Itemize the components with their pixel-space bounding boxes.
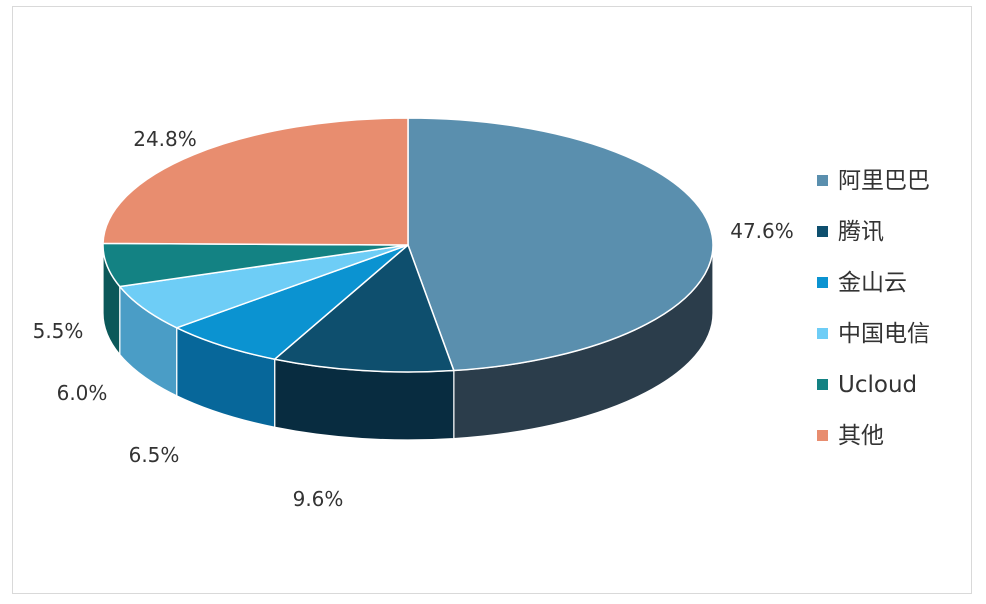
legend-swatch-2 bbox=[817, 277, 828, 288]
pie-slice-1 bbox=[273, 244, 455, 373]
legend-label-5: 其他 bbox=[838, 423, 884, 449]
legend-label-2: 金山云 bbox=[838, 270, 907, 296]
legend-item-5: 其他 bbox=[817, 423, 884, 449]
pie-slice-0 bbox=[407, 117, 714, 372]
legend-swatch-5 bbox=[817, 430, 828, 441]
pie-slice-5 bbox=[102, 117, 409, 246]
slice-label-3: 6.0% bbox=[57, 381, 108, 405]
legend-swatch-3 bbox=[817, 328, 828, 339]
legend-swatch-4 bbox=[817, 379, 828, 390]
legend-item-4: Ucloud bbox=[817, 372, 917, 398]
legend-swatch-0 bbox=[817, 175, 828, 186]
legend-label-3: 中国电信 bbox=[838, 321, 930, 347]
legend-item-3: 中国电信 bbox=[817, 321, 930, 347]
pie-slice-2 bbox=[175, 244, 409, 360]
pie-labels: 47.6% 9.6% 6.5% 6.0% 5.5% 24.8% bbox=[33, 127, 794, 511]
pie-tops bbox=[102, 117, 714, 373]
legend-label-4: Ucloud bbox=[838, 372, 917, 398]
legend-label-1: 腾讯 bbox=[838, 219, 884, 245]
slice-label-0: 47.6% bbox=[730, 219, 794, 243]
slice-label-2: 6.5% bbox=[129, 443, 180, 467]
legend-swatch-1 bbox=[817, 226, 828, 237]
slice-label-4: 5.5% bbox=[33, 319, 84, 343]
slice-label-5: 24.8% bbox=[133, 127, 197, 151]
legend-item-0: 阿里巴巴 bbox=[817, 168, 930, 194]
slice-label-1: 9.6% bbox=[293, 487, 344, 511]
legend-label-0: 阿里巴巴 bbox=[838, 168, 930, 194]
legend-item-2: 金山云 bbox=[817, 270, 907, 296]
legend-item-1: 腾讯 bbox=[817, 219, 884, 245]
